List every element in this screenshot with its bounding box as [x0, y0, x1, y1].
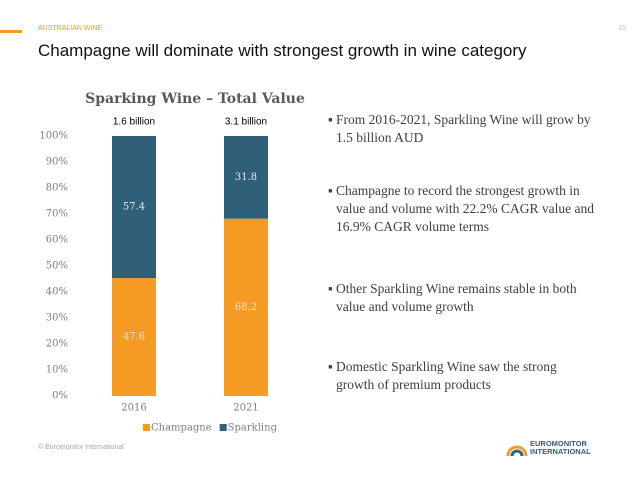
legend-swatch: [143, 424, 150, 431]
section-label: AUSTRALIAN WINE: [38, 25, 103, 32]
y-tick-label: 80%: [46, 183, 68, 194]
y-tick-label: 0%: [52, 391, 68, 402]
y-tick-label: 100%: [39, 131, 68, 142]
legend-label: Champagne: [151, 423, 212, 434]
x-tick-label: 2016: [121, 403, 146, 414]
copyright: © Euromonitor International: [38, 444, 124, 451]
bullet: Other Sparkling Wine remains stable in b…: [328, 280, 598, 316]
legend-swatch: [219, 424, 227, 431]
annotation: 3.1 billion: [225, 117, 267, 128]
y-tick-label: 50%: [46, 261, 68, 272]
y-tick-label: 10%: [46, 365, 68, 376]
y-tick-label: 90%: [46, 157, 68, 168]
bullet: Champagne to record the strongest growth…: [328, 182, 598, 236]
legend-label: Sparkling: [228, 423, 278, 434]
y-tick-label: 40%: [46, 287, 68, 298]
data-label: 47.6: [123, 332, 145, 343]
y-tick-label: 70%: [46, 209, 68, 220]
page-number: 15: [618, 25, 626, 32]
chart: Sparking Wine – Total Value 0% 10% 20% 30% 4…: [39, 91, 305, 434]
logo-text: EUROMONITOR INTERNATIONAL: [530, 439, 591, 456]
y-tick-label: 20%: [46, 339, 68, 350]
header-bar: [0, 30, 22, 33]
y-tick-label: 30%: [46, 313, 68, 324]
slide-title: Champagne will dominate with strongest g…: [38, 41, 527, 60]
data-label: 68.2: [235, 302, 257, 313]
data-label: 57.4: [123, 202, 145, 213]
bullet: Domestic Sparkling Wine saw the strong g…: [328, 358, 598, 394]
annotation: 1.6 billion: [113, 117, 155, 128]
bar-segment: [224, 136, 268, 219]
x-tick-label: 2021: [233, 403, 258, 414]
bar-segment: [112, 136, 156, 279]
data-label: 31.8: [235, 172, 257, 183]
bullet: From 2016-2021, Sparkling Wine will grow…: [328, 111, 598, 147]
chart-title: Sparking Wine – Total Value: [85, 91, 305, 107]
y-tick-label: 60%: [46, 235, 68, 246]
bar-segment: [224, 218, 268, 396]
bar-segment: [112, 278, 156, 396]
logo-icon: [506, 445, 528, 457]
